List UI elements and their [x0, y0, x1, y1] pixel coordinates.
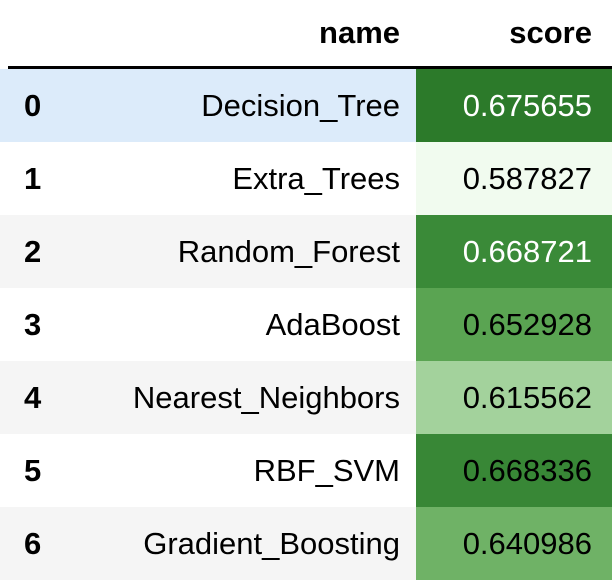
score-cell: 0.587827 — [416, 142, 612, 215]
row-stripe — [0, 507, 416, 580]
row-index: 0 — [24, 88, 42, 123]
name-cell: AdaBoost — [265, 307, 400, 342]
score-cell: 0.668721 — [416, 215, 612, 288]
name-cell: Gradient_Boosting — [143, 526, 400, 561]
row-stripe — [0, 361, 416, 434]
table-row[interactable]: 0 Decision_Tree 0.675655 — [0, 69, 612, 142]
table-row[interactable]: 2 Random_Forest 0.668721 — [0, 215, 612, 288]
score-cell: 0.668336 — [416, 434, 612, 507]
table-row[interactable]: 5 RBF_SVM 0.668336 — [0, 434, 612, 507]
name-cell: RBF_SVM — [253, 453, 400, 488]
row-index: 6 — [24, 526, 42, 561]
index-column-header — [0, 0, 70, 66]
name-column-header: name — [319, 15, 400, 50]
table-row[interactable]: 4 Nearest_Neighbors 0.615562 — [0, 361, 612, 434]
row-stripe — [0, 215, 416, 288]
name-cell: Nearest_Neighbors — [132, 380, 400, 415]
row-highlight — [0, 69, 416, 142]
row-index: 2 — [24, 234, 42, 269]
table-header-row: name score — [0, 0, 612, 66]
table-row[interactable]: 3 AdaBoost 0.652928 — [0, 288, 612, 361]
score-cell: 0.615562 — [416, 361, 612, 434]
row-index: 4 — [24, 380, 42, 415]
score-cell: 0.675655 — [416, 69, 612, 142]
header-divider — [8, 66, 612, 69]
name-cell: Random_Forest — [177, 234, 400, 269]
score-column-header: score — [509, 15, 592, 50]
row-index: 5 — [24, 453, 42, 488]
name-cell: Extra_Trees — [232, 161, 400, 196]
table-row[interactable]: 6 Gradient_Boosting 0.640986 — [0, 507, 612, 580]
name-cell: Decision_Tree — [201, 88, 400, 123]
score-cell: 0.640986 — [416, 507, 612, 580]
score-cell: 0.652928 — [416, 288, 612, 361]
table-row[interactable]: 1 Extra_Trees 0.587827 — [0, 142, 612, 215]
row-index: 3 — [24, 307, 42, 342]
row-index: 1 — [24, 161, 42, 196]
